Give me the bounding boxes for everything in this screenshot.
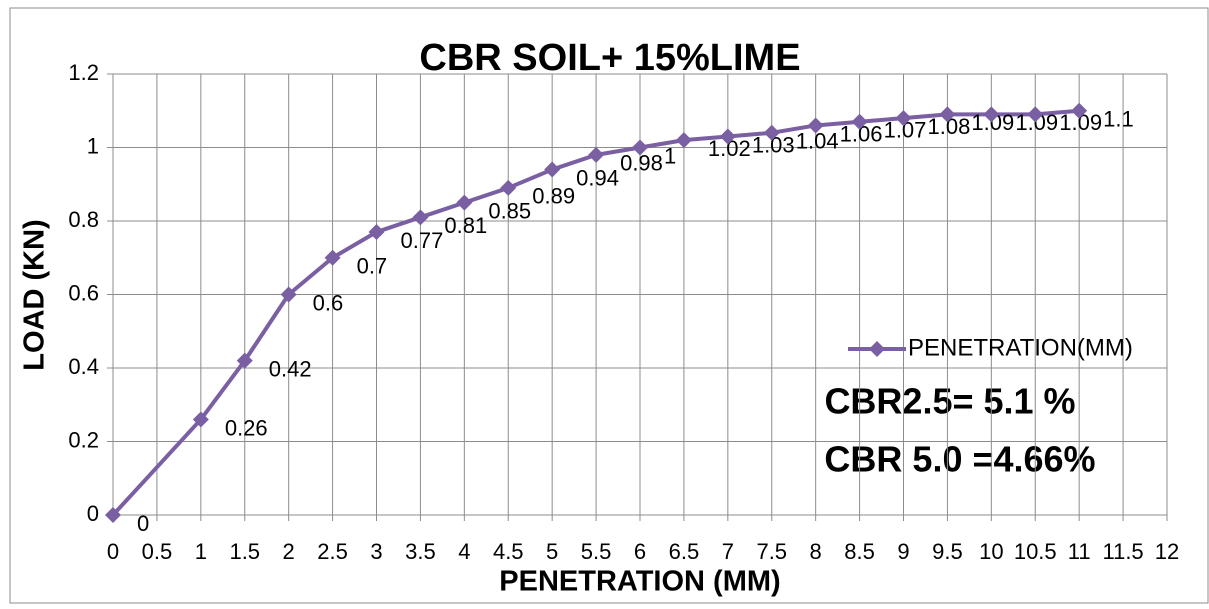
x-tick-label: 4.5 [493,539,524,564]
data-point [412,209,429,226]
x-tick-label: 7 [722,539,734,564]
x-tick-label: 8.5 [844,539,875,564]
x-tick-label: 3.5 [405,539,436,564]
x-tick-label: 1 [195,539,207,564]
x-tick-label: 8 [810,539,822,564]
x-tick-label: 10.5 [1014,539,1057,564]
x-tick-label: 10 [979,539,1003,564]
data-label: 0.42 [269,356,312,381]
data-label: 0.6 [313,290,344,315]
data-point [192,411,209,428]
legend-marker [869,341,885,357]
x-tick-label: 0.5 [142,539,173,564]
data-point [368,224,385,241]
data-point [500,179,517,196]
legend-label: PENETRATION(MM) [908,334,1133,361]
chart-title: CBR SOIL+ 15%LIME [419,37,800,79]
x-tick-label: 11 [1068,539,1091,564]
y-tick-label: 0.8 [68,207,99,232]
data-point [324,249,341,266]
data-point [675,132,692,149]
data-point [939,106,956,123]
x-tick-label: 9 [897,539,909,564]
x-tick-label: 2.5 [317,539,348,564]
data-line [111,108,1080,517]
y-tick-label: 1 [87,133,99,158]
x-axis-label: PENETRATION (MM) [499,566,780,598]
data-label: 0 [137,511,149,536]
data-label: 0.77 [401,228,444,253]
x-tick-label: 7.5 [756,539,787,564]
data-point [588,146,605,163]
data-point [1027,106,1044,123]
x-tick-label: 1.5 [229,539,260,564]
x-tick-label: 12 [1155,539,1179,564]
data-point [544,161,561,178]
data-point [456,194,473,211]
y-tick-label: 0.4 [68,354,99,379]
data-label: 0.94 [576,165,619,190]
data-point [1071,102,1088,119]
data-label: 0.7 [357,254,388,279]
x-tick-label: 5.5 [581,539,612,564]
data-point [895,110,912,127]
y-tick-label: 1.2 [68,60,99,85]
y-axis-label: LOAD (KN) [19,219,51,370]
data-point [851,113,868,130]
y-tick-label: 0.6 [68,280,99,305]
x-tick-label: 4 [458,539,470,564]
chart-frame [9,7,1209,604]
data-point [807,117,824,134]
annotation: CBR2.5= 5.1 % [824,381,1075,422]
x-tick-label: 6 [634,539,646,564]
data-point [983,106,1000,123]
data-point [236,352,253,369]
data-point [105,507,121,523]
x-tick-label: 6.5 [669,539,700,564]
y-tick-label: 0.2 [68,427,99,452]
data-point [763,124,780,141]
data-label: 0.89 [532,184,575,209]
data-label: 0.81 [444,213,487,238]
data-label: 1.04 [796,129,839,154]
data-label: 0.98 [620,151,663,176]
data-point [719,128,736,145]
x-tick-label: 2 [283,539,295,564]
x-tick-label: 11.5 [1102,539,1143,564]
data-label: 1 [664,143,676,168]
x-tick-label: 3 [370,539,382,564]
x-tick-label: 5 [546,539,558,564]
annotation: CBR 5.0 =4.66% [824,439,1095,480]
x-tick-label: 0 [107,539,119,564]
y-tick-label: 0 [87,501,99,526]
data-label: 0.26 [225,415,268,440]
x-tick-label: 9.5 [932,539,963,564]
data-label: 0.85 [488,198,531,223]
data-point [280,286,297,303]
data-label: 1.1 [1103,107,1134,132]
data-point [632,139,648,156]
